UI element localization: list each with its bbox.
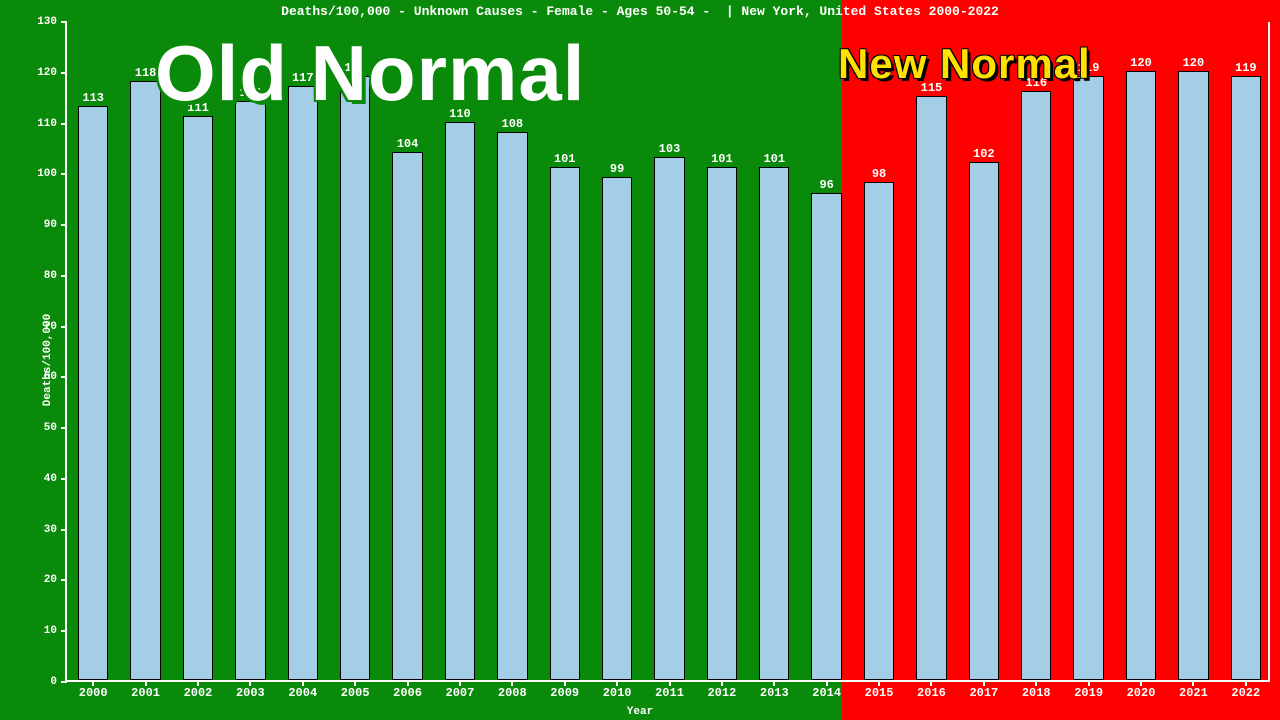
y-tick-label: 120: [37, 67, 67, 79]
chart-title: Deaths/100,000 - Unknown Causes - Female…: [0, 4, 1280, 19]
bar: 117: [288, 86, 318, 680]
bar-value-label: 96: [819, 178, 833, 194]
y-tick-label: 60: [44, 371, 67, 383]
bar: 120: [1126, 71, 1156, 680]
y-tick-label: 20: [44, 574, 67, 586]
bar-value-label: 98: [872, 167, 886, 183]
x-axis-label: Year: [0, 706, 1280, 718]
y-tick-label: 30: [44, 524, 67, 536]
bar: 120: [1178, 71, 1208, 680]
x-tick-label: 2002: [184, 680, 213, 700]
bar-value-label: 104: [397, 137, 419, 153]
bar: 99: [602, 177, 632, 680]
y-tick-label: 40: [44, 473, 67, 485]
x-tick-label: 2016: [917, 680, 946, 700]
bar-value-label: 119: [1235, 61, 1257, 77]
plot-area: 0102030405060708090100110120130113200011…: [65, 22, 1270, 682]
bar: 119: [1231, 76, 1261, 680]
x-tick-label: 2011: [655, 680, 684, 700]
x-tick-label: 2019: [1074, 680, 1103, 700]
bar: 113: [78, 106, 108, 680]
y-tick-label: 130: [37, 16, 67, 28]
y-tick-label: 100: [37, 168, 67, 180]
bar: 98: [864, 182, 894, 680]
bar: 110: [445, 122, 475, 680]
x-tick-label: 2010: [603, 680, 632, 700]
deaths-chart: Deaths/100,000 - Unknown Causes - Female…: [0, 0, 1280, 720]
x-tick-label: 2021: [1179, 680, 1208, 700]
x-tick-label: 2022: [1231, 680, 1260, 700]
bar-value-label: 108: [502, 117, 524, 133]
bar: 96: [811, 193, 841, 680]
bar: 111: [183, 116, 213, 680]
bar: 115: [916, 96, 946, 680]
bar-value-label: 103: [659, 142, 681, 158]
x-tick-label: 2013: [760, 680, 789, 700]
bar-value-label: 120: [1183, 56, 1205, 72]
x-tick-label: 2008: [498, 680, 527, 700]
x-tick-label: 2006: [393, 680, 422, 700]
bar: 101: [550, 167, 580, 680]
bar: 116: [1021, 91, 1051, 680]
bar: 119: [1073, 76, 1103, 680]
x-tick-label: 2007: [446, 680, 475, 700]
bar-value-label: 101: [554, 152, 576, 168]
bar: 103: [654, 157, 684, 680]
bar-value-label: 113: [82, 91, 104, 107]
bar: 119: [340, 76, 370, 680]
bar: 102: [969, 162, 999, 680]
x-tick-label: 2009: [550, 680, 579, 700]
bar: 114: [235, 101, 265, 680]
bar-value-label: 120: [1130, 56, 1152, 72]
y-tick-label: 10: [44, 625, 67, 637]
x-tick-label: 2001: [131, 680, 160, 700]
overlay-new-normal: New Normal: [838, 40, 1091, 88]
overlay-old-normal: Old Normal: [155, 28, 585, 119]
bar: 118: [130, 81, 160, 680]
x-tick-label: 2015: [865, 680, 894, 700]
x-tick-label: 2003: [236, 680, 265, 700]
y-tick-label: 50: [44, 422, 67, 434]
y-tick-label: 70: [44, 321, 67, 333]
x-tick-label: 2014: [812, 680, 841, 700]
y-tick-label: 80: [44, 270, 67, 282]
bar-value-label: 102: [973, 147, 995, 163]
bar: 101: [707, 167, 737, 680]
x-tick-label: 2005: [341, 680, 370, 700]
y-tick-label: 90: [44, 219, 67, 231]
bar-value-label: 118: [135, 66, 157, 82]
x-tick-label: 2000: [79, 680, 108, 700]
x-tick-label: 2017: [969, 680, 998, 700]
x-tick-label: 2012: [707, 680, 736, 700]
x-tick-label: 2004: [288, 680, 317, 700]
bar-value-label: 101: [711, 152, 733, 168]
bar-value-label: 101: [763, 152, 785, 168]
x-tick-label: 2020: [1127, 680, 1156, 700]
x-tick-label: 2018: [1022, 680, 1051, 700]
bar: 108: [497, 132, 527, 680]
bar: 101: [759, 167, 789, 680]
y-tick-label: 110: [37, 118, 67, 130]
bar-value-label: 99: [610, 162, 624, 178]
bar: 104: [392, 152, 422, 680]
y-tick-label: 0: [50, 676, 67, 688]
